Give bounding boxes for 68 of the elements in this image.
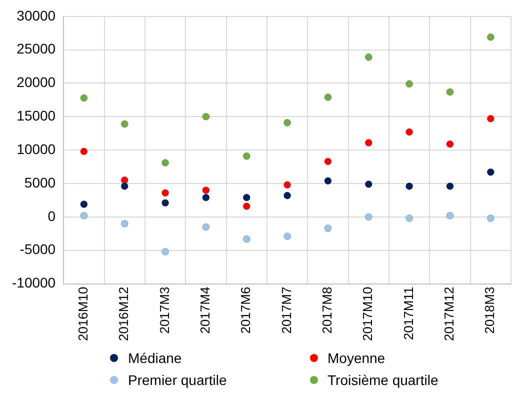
y-tick-label: 30000	[16, 7, 56, 24]
legend-label: Moyenne	[328, 350, 386, 366]
x-tick-label: 2016M12	[116, 286, 132, 342]
point	[446, 88, 454, 96]
x-tick-label: 2016M10	[76, 286, 91, 342]
point	[406, 128, 414, 136]
point	[284, 181, 292, 189]
point	[406, 182, 414, 190]
y-tick-label: 15000	[16, 108, 56, 124]
point	[80, 212, 88, 220]
x-tick-label: 2017M6	[238, 286, 254, 334]
point	[284, 232, 292, 240]
point	[120, 176, 128, 184]
point	[364, 53, 372, 61]
point	[120, 220, 128, 228]
x-tick-label: 2017M3	[156, 286, 172, 334]
point	[406, 80, 414, 88]
y-tick-label: 0	[48, 208, 56, 224]
legend-label: Premier quartile	[128, 372, 227, 388]
point	[80, 148, 88, 156]
point	[242, 235, 250, 243]
point	[80, 200, 88, 208]
point	[120, 182, 128, 190]
point	[202, 194, 210, 202]
y-tick-label: -5000	[20, 241, 56, 258]
point	[364, 180, 372, 188]
point	[324, 158, 332, 166]
y-tick-label: 10000	[16, 140, 56, 157]
x-tick-label: 2018M3	[482, 286, 498, 334]
x-tick-label: 2017M8	[320, 286, 335, 334]
point	[242, 202, 250, 210]
point	[446, 212, 454, 220]
x-tick-label: 2017M11	[400, 286, 416, 340]
point	[486, 214, 494, 222]
point	[364, 138, 372, 146]
point	[324, 224, 332, 232]
point	[202, 186, 210, 194]
point	[446, 182, 454, 190]
point	[242, 152, 250, 160]
point	[324, 177, 332, 185]
y-tick-label: 20000	[16, 74, 56, 90]
y-tick-label: 5000	[24, 174, 56, 190]
legend-label: Médiane	[128, 350, 182, 366]
point	[242, 194, 250, 202]
point	[162, 199, 170, 207]
point	[202, 112, 210, 120]
point	[486, 33, 494, 41]
point	[284, 118, 292, 126]
point	[406, 214, 414, 222]
x-tick-label: 2017M4	[198, 286, 213, 334]
point	[364, 213, 372, 221]
point	[162, 159, 170, 167]
y-tick-label: 25000	[16, 40, 56, 57]
y-tick-label: -10000	[12, 274, 56, 291]
point	[162, 189, 170, 197]
point	[120, 120, 128, 128]
x-tick-label: 2017M7	[278, 286, 294, 334]
point	[80, 94, 88, 102]
legend-label: Troisième quartile	[328, 372, 438, 388]
point	[162, 248, 170, 256]
point	[324, 94, 332, 102]
x-tick-label: 2017M10	[360, 286, 376, 342]
x-tick-label: 2017M12	[442, 286, 457, 342]
point	[446, 140, 454, 148]
point	[284, 192, 292, 200]
point	[202, 223, 210, 231]
point	[486, 168, 494, 176]
point	[486, 114, 494, 122]
